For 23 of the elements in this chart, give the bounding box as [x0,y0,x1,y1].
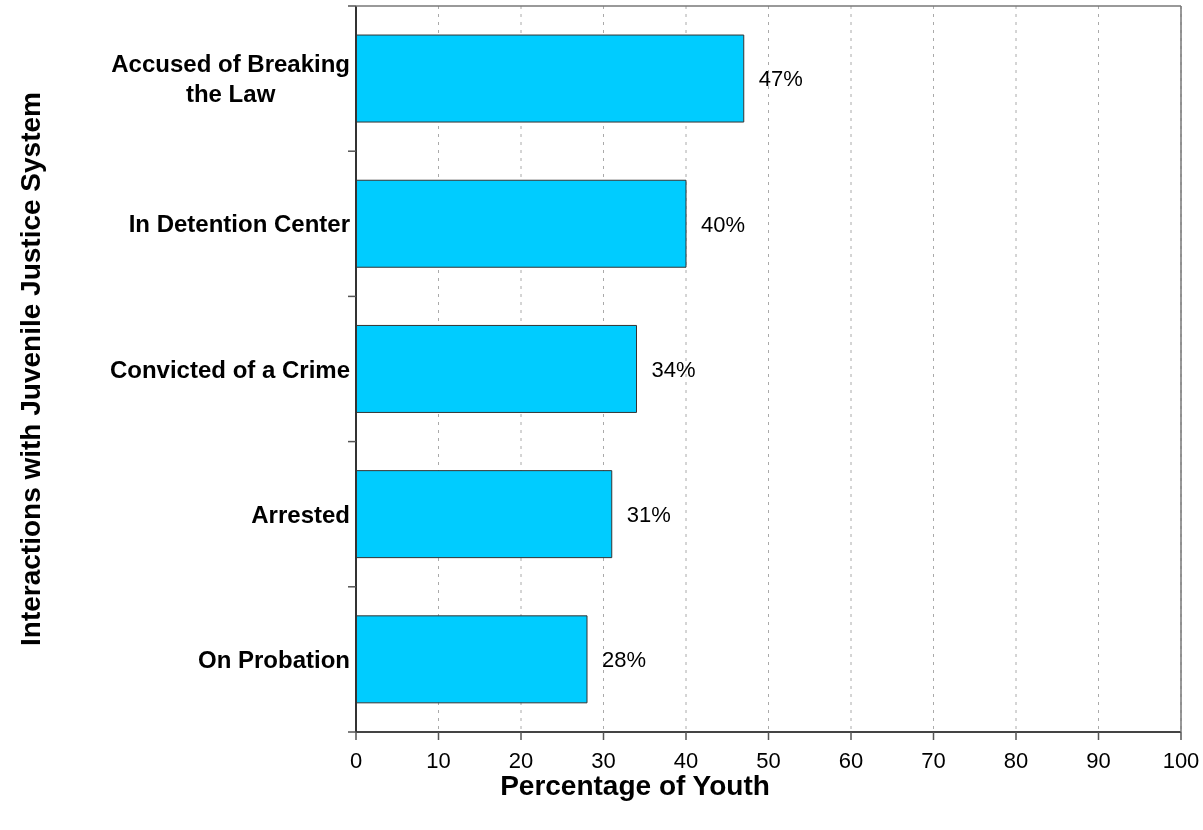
x-tick-label: 0 [349,747,363,773]
data-label: 28% [602,647,647,673]
x-tick-label: 80 [1003,747,1029,773]
y-tick-label: Accused of Breaking the Law [111,50,350,108]
x-tick-label: 100 [1162,747,1200,773]
x-tick-label: 60 [838,747,864,773]
x-axis-title: Percentage of Youth [500,770,770,802]
x-tick-label: 50 [756,747,781,773]
x-tick-label: 30 [591,747,616,773]
data-label: 47% [758,66,803,92]
x-tick-label: 70 [921,747,946,773]
data-label: 31% [626,501,671,527]
y-tick-label: Arrested [251,500,351,528]
x-tick-label: 40 [673,747,699,773]
y-axis-title: Interactions with Juvenile Justice System [15,92,47,646]
data-label: 34% [651,356,696,382]
y-tick-label: Convicted of a Crime [109,355,350,383]
y-tick-label: On Probation [198,646,350,674]
y-tick-label: In Detention Center [128,210,350,238]
x-tick-label: 10 [426,747,451,773]
x-tick-label: 20 [508,747,534,773]
x-tick-label: 90 [1086,747,1111,773]
data-label: 40% [701,211,746,237]
